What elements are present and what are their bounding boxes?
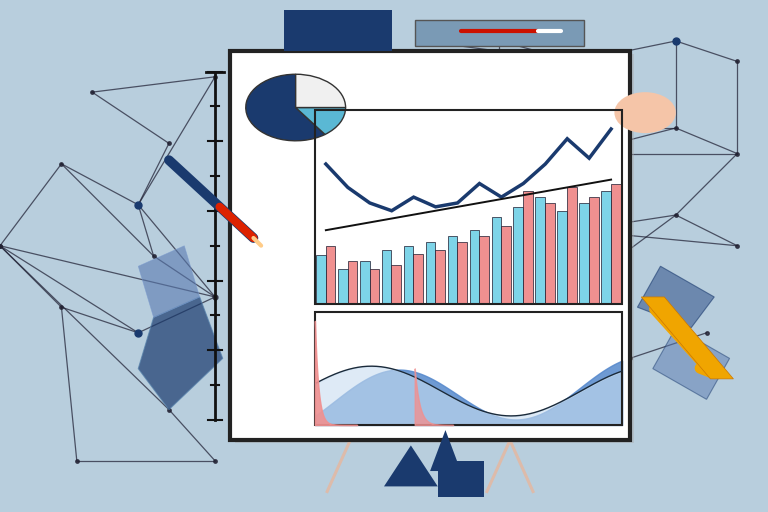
FancyBboxPatch shape	[235, 54, 634, 443]
Bar	[326, 246, 336, 304]
Bar	[448, 236, 457, 304]
Bar	[492, 217, 502, 304]
Polygon shape	[653, 328, 730, 399]
Bar	[457, 242, 467, 304]
Bar	[338, 269, 348, 304]
FancyBboxPatch shape	[284, 10, 392, 51]
Bar	[315, 110, 622, 304]
Polygon shape	[138, 297, 223, 410]
Circle shape	[614, 92, 676, 133]
Bar	[523, 191, 533, 304]
Bar	[404, 246, 413, 304]
Wedge shape	[296, 74, 346, 108]
FancyBboxPatch shape	[438, 461, 484, 497]
Wedge shape	[296, 108, 346, 135]
Bar	[558, 211, 567, 304]
FancyBboxPatch shape	[415, 20, 584, 46]
Polygon shape	[637, 266, 714, 328]
Bar	[369, 269, 379, 304]
Bar	[435, 250, 445, 304]
Bar	[479, 236, 489, 304]
Polygon shape	[384, 445, 438, 486]
Bar	[535, 197, 545, 304]
Bar	[579, 203, 589, 304]
Bar	[502, 226, 511, 304]
Polygon shape	[641, 297, 733, 379]
Bar	[545, 203, 554, 304]
Bar	[514, 207, 523, 304]
Bar	[315, 312, 622, 425]
Bar	[360, 261, 369, 304]
Bar	[567, 187, 577, 304]
Bar	[611, 183, 621, 304]
Bar	[601, 191, 611, 304]
Bar	[425, 242, 435, 304]
Bar	[392, 265, 401, 304]
Bar	[382, 250, 392, 304]
Bar	[316, 255, 326, 304]
Bar	[469, 230, 479, 304]
Bar	[413, 253, 423, 304]
FancyBboxPatch shape	[230, 51, 630, 440]
Bar	[589, 197, 598, 304]
Bar	[348, 261, 357, 304]
Wedge shape	[246, 74, 325, 141]
Polygon shape	[430, 430, 461, 471]
Polygon shape	[138, 246, 200, 317]
